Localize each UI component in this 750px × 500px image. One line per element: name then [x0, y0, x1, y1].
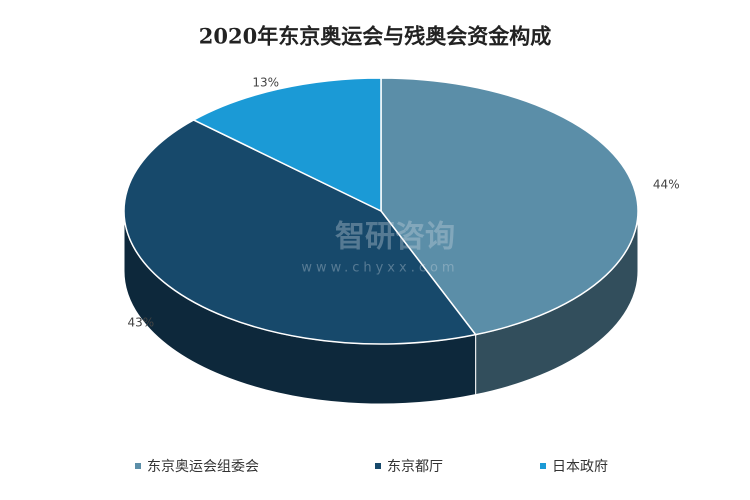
slice [123, 119, 477, 345]
watermark-url: www.chyxx.com [301, 261, 458, 276]
data-label: 44% [653, 177, 680, 191]
slice [192, 77, 382, 213]
pie: 44% 43% 13% [123, 75, 680, 405]
legend-swatch [135, 463, 141, 469]
legend: 东京奥运会组委会 东京都厅 日本政府 [135, 458, 608, 475]
data-label: 13% [252, 75, 279, 89]
legend-swatch [540, 463, 546, 469]
legend-label: 东京都厅 [387, 459, 443, 475]
legend-swatch [375, 463, 381, 469]
chart-title: 2020年东京奥运会与残奥会资金构成 [199, 24, 551, 49]
slice [380, 77, 639, 336]
watermark: 智研咨询 www.chyxx.com [301, 220, 458, 276]
data-label: 43% [127, 316, 154, 330]
legend-label: 日本政府 [552, 459, 608, 475]
watermark-text: 智研咨询 [335, 220, 455, 255]
legend-label: 东京奥运会组委会 [147, 458, 259, 475]
